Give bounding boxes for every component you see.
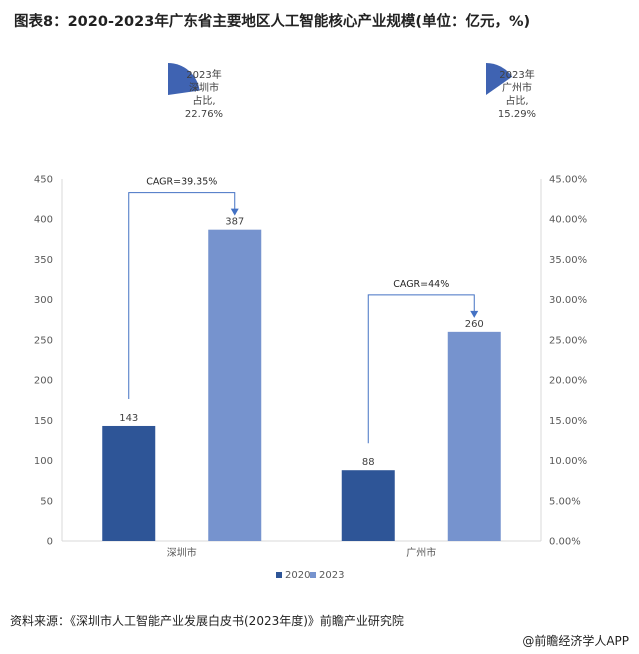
y-tick-label: 450	[34, 175, 53, 186]
pie-label: 22.76%	[185, 109, 223, 120]
pie-label: 2023年	[499, 68, 534, 81]
pie-slice	[486, 63, 513, 95]
credit-note: @前瞻经济学人APP	[522, 634, 629, 648]
y-tick-label: 200	[34, 376, 53, 387]
legend-swatch	[310, 572, 316, 578]
data-label: 143	[119, 413, 138, 424]
legend-swatch	[276, 572, 282, 578]
data-label: 387	[225, 217, 244, 228]
arrow-icon	[470, 310, 479, 318]
legend-label: 2020	[285, 570, 310, 581]
y-tick-label: 250	[34, 335, 53, 346]
y-tick-label: 400	[34, 215, 53, 226]
y2-tick-label: 0.00%	[549, 537, 581, 548]
y2-tick-label: 35.00%	[549, 255, 587, 266]
data-label: 88	[362, 457, 375, 468]
y-tick-label: 300	[34, 295, 53, 306]
y2-tick-label: 20.00%	[549, 376, 587, 387]
y2-tick-label: 10.00%	[549, 456, 587, 467]
y2-tick-label: 30.00%	[549, 295, 587, 306]
y-tick-label: 350	[34, 255, 53, 266]
y2-tick-label: 40.00%	[549, 215, 587, 226]
source-note: 资料来源：《深圳市人工智能产业发展白皮书(2023年度)》前瞻产业研究院	[10, 614, 404, 628]
pie-label: 广州市	[502, 81, 532, 94]
chart-title: 图表8：2020-2023年广东省主要地区人工智能核心产业规模(单位：亿元，%)	[14, 14, 531, 30]
pie-label: 占比,	[192, 94, 215, 107]
data-label: 260	[465, 319, 484, 330]
y2-tick-label: 15.00%	[549, 416, 587, 427]
x-tick-label: 广州市	[406, 546, 436, 559]
bar-2020	[102, 425, 156, 541]
y2-tick-label: 25.00%	[549, 335, 587, 346]
bar-2023	[447, 331, 501, 541]
bar-2020	[341, 470, 395, 541]
pie-slice	[168, 63, 200, 95]
pie-label: 2023年	[186, 68, 221, 81]
y2-tick-label: 5.00%	[549, 496, 581, 507]
pie-label: 15.29%	[498, 109, 536, 120]
arrow-icon	[230, 208, 239, 216]
cagr-bracket	[128, 192, 236, 399]
bar-2023	[208, 229, 262, 541]
y-tick-label: 150	[34, 416, 53, 427]
legend-label: 2023	[319, 570, 344, 581]
y-tick-label: 0	[47, 537, 53, 548]
y-tick-label: 100	[34, 456, 53, 467]
pie-label: 占比,	[505, 94, 528, 107]
cagr-label: CAGR=44%	[393, 279, 449, 290]
y2-tick-label: 45.00%	[549, 175, 587, 186]
y-tick-label: 50	[40, 496, 53, 507]
pie-label: 深圳市	[189, 81, 219, 94]
cagr-bracket	[367, 294, 475, 444]
cagr-label: CAGR=39.35%	[146, 177, 217, 188]
x-tick-label: 深圳市	[167, 546, 197, 559]
